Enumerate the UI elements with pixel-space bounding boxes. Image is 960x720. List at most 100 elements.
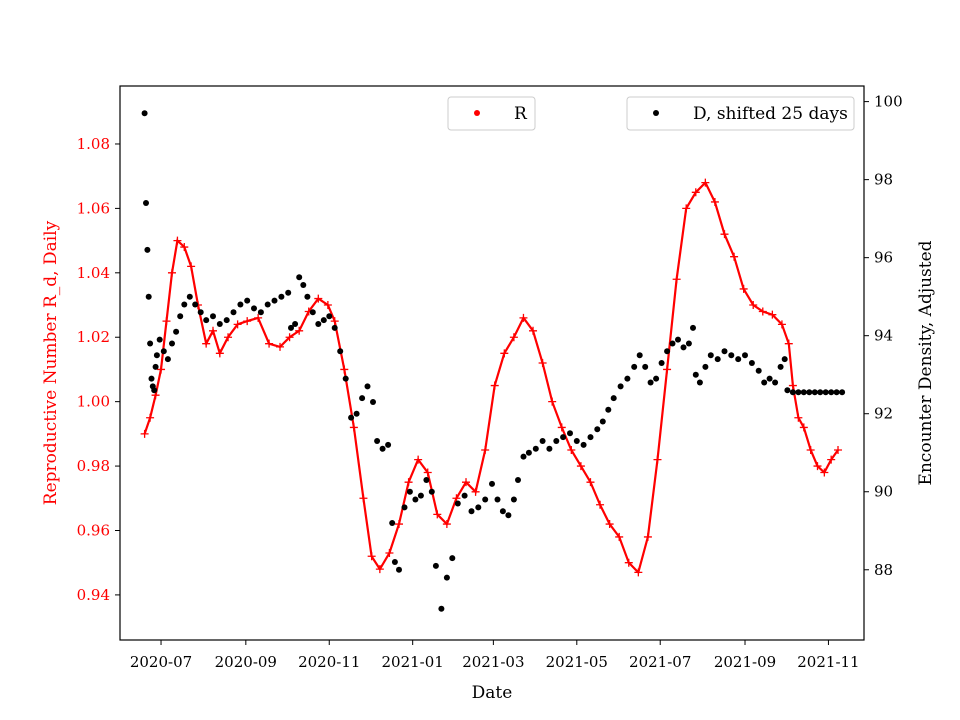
left-tick-label: 0.98 bbox=[77, 457, 110, 475]
d-point bbox=[359, 395, 366, 402]
d-point bbox=[173, 328, 180, 335]
d-point bbox=[800, 389, 807, 396]
x-tick-label: 2021-11 bbox=[797, 653, 859, 671]
r-point bbox=[285, 333, 294, 342]
legend-d-marker bbox=[653, 110, 659, 116]
d-point bbox=[510, 496, 517, 503]
r-point bbox=[395, 520, 403, 529]
right-tick-label: 92 bbox=[874, 405, 893, 423]
d-point bbox=[288, 324, 294, 331]
d-point bbox=[406, 488, 413, 495]
d-point bbox=[520, 453, 527, 460]
plot-frame bbox=[119, 85, 865, 641]
r-point bbox=[634, 568, 643, 577]
d-point bbox=[304, 293, 311, 300]
d-point bbox=[423, 477, 430, 483]
d-point bbox=[560, 434, 567, 441]
d-point bbox=[331, 324, 338, 331]
d-point bbox=[617, 383, 624, 390]
d-point bbox=[177, 313, 184, 320]
d-point bbox=[499, 508, 506, 515]
x-axis-label: Date bbox=[472, 683, 513, 703]
r-point bbox=[596, 500, 605, 509]
r-point bbox=[314, 294, 323, 303]
r-point bbox=[586, 478, 595, 487]
d-point bbox=[197, 309, 204, 316]
d-point bbox=[251, 305, 257, 312]
r-point bbox=[701, 178, 710, 187]
r-point bbox=[663, 365, 672, 374]
d-point bbox=[151, 387, 158, 394]
d-point bbox=[766, 375, 773, 382]
legend-r-label: R bbox=[514, 104, 528, 124]
r-point bbox=[605, 520, 614, 529]
r-point bbox=[806, 445, 815, 454]
r-point bbox=[349, 423, 358, 432]
d-point bbox=[573, 438, 580, 444]
d-point bbox=[230, 309, 237, 316]
d-point bbox=[735, 356, 742, 363]
r-point bbox=[295, 326, 304, 335]
d-point bbox=[811, 389, 818, 396]
d-point bbox=[152, 363, 159, 370]
r-point bbox=[672, 275, 681, 284]
d-point bbox=[417, 492, 424, 499]
r-point bbox=[162, 317, 171, 326]
r-point bbox=[799, 423, 808, 432]
r-point bbox=[340, 365, 349, 374]
d-point bbox=[156, 336, 163, 343]
r-point bbox=[827, 455, 836, 464]
r-point bbox=[624, 558, 633, 567]
r-point bbox=[615, 532, 624, 541]
left-tick-label: 1.00 bbox=[77, 393, 110, 411]
left-tick-label: 0.94 bbox=[77, 586, 110, 604]
r-point bbox=[548, 397, 557, 406]
d-point bbox=[181, 301, 188, 308]
left-axis-label: Reproductive Number R_d, Daily bbox=[41, 220, 61, 505]
right-tick-label: 94 bbox=[874, 327, 893, 345]
left-tick-label: 1.02 bbox=[77, 328, 110, 346]
d-point bbox=[278, 293, 285, 300]
r-point bbox=[567, 445, 576, 454]
d-point bbox=[438, 605, 445, 612]
r-point bbox=[209, 326, 217, 335]
r-point bbox=[820, 468, 829, 477]
d-point bbox=[271, 297, 278, 304]
d-point bbox=[428, 488, 435, 495]
left-tick-label: 1.06 bbox=[77, 199, 110, 217]
d-point bbox=[553, 438, 560, 444]
r-point bbox=[509, 333, 518, 342]
r-point bbox=[442, 520, 451, 529]
d-point bbox=[707, 352, 714, 359]
d-point bbox=[777, 363, 784, 370]
d-point bbox=[610, 395, 617, 402]
d-point bbox=[647, 379, 654, 386]
d-point bbox=[696, 379, 703, 386]
r-point bbox=[157, 365, 166, 374]
d-point bbox=[784, 387, 791, 394]
d-point bbox=[244, 297, 251, 304]
r-point bbox=[462, 478, 471, 487]
d-point bbox=[685, 340, 692, 347]
d-point bbox=[396, 566, 402, 573]
d-point bbox=[216, 321, 223, 327]
d-point bbox=[539, 438, 546, 444]
d-point bbox=[721, 348, 728, 355]
d-point bbox=[605, 406, 612, 413]
r-point bbox=[710, 197, 719, 206]
r-point bbox=[323, 301, 332, 310]
d-point bbox=[461, 492, 468, 499]
d-point bbox=[675, 336, 681, 343]
d-point bbox=[144, 246, 151, 253]
d-point bbox=[223, 317, 230, 324]
d-point bbox=[285, 289, 292, 296]
d-point bbox=[300, 282, 307, 288]
d-point bbox=[153, 352, 160, 359]
r-point bbox=[490, 381, 499, 390]
d-point bbox=[192, 301, 199, 308]
d-point bbox=[389, 520, 396, 526]
d-point bbox=[186, 293, 193, 300]
d-point bbox=[475, 504, 482, 511]
r-point bbox=[739, 284, 748, 293]
